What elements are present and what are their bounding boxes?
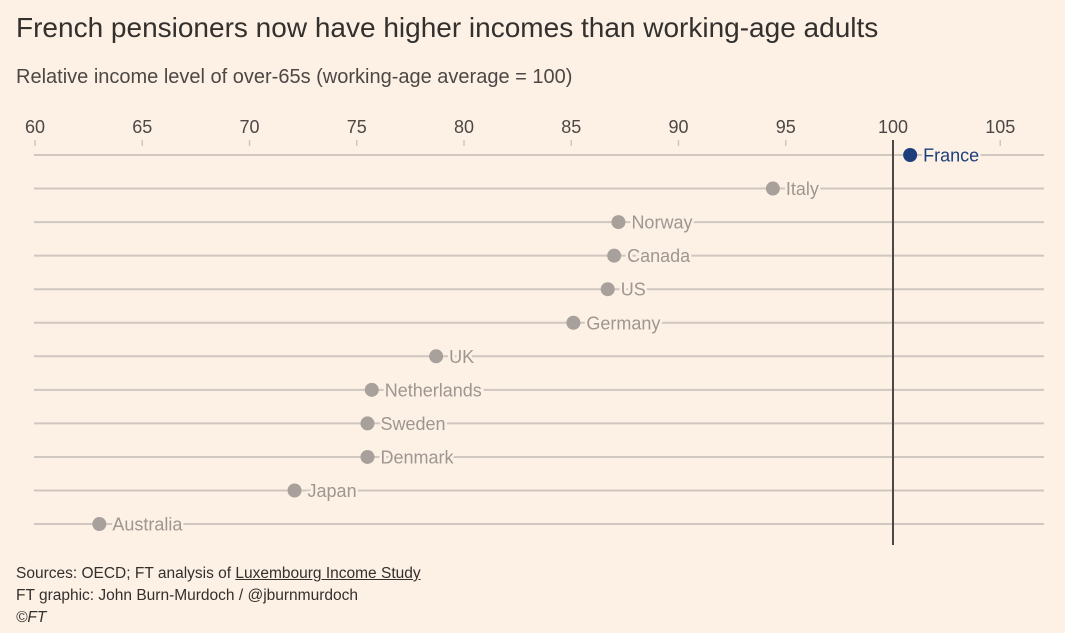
x-tick-label: 65: [132, 117, 152, 137]
chart-title: French pensioners now have higher income…: [16, 12, 878, 44]
data-label: US: [621, 280, 646, 300]
data-label: France: [923, 146, 979, 166]
data-label: Japan: [308, 481, 357, 501]
x-tick-label: 90: [668, 117, 688, 137]
x-tick-label: 105: [985, 117, 1015, 137]
data-point: [566, 316, 580, 330]
chart-subtitle: Relative income level of over-65s (worki…: [16, 66, 572, 89]
data-label: Norway: [631, 213, 692, 233]
data-point: [766, 182, 780, 196]
x-tick-label: 85: [561, 117, 581, 137]
x-tick-label: 80: [454, 117, 474, 137]
x-tick-label: 75: [347, 117, 367, 137]
data-label: Australia: [112, 515, 183, 535]
graphic-credit: FT graphic: John Burn-Murdoch / @jburnmu…: [16, 587, 358, 605]
data-point: [360, 416, 374, 430]
data-point: [607, 249, 621, 263]
source-prefix: Sources: OECD; FT analysis of: [16, 565, 235, 582]
x-tick-label: 95: [776, 117, 796, 137]
data-label: Denmark: [380, 447, 454, 467]
dot-plot-chart: 60 65 70 75 80 85 90 95 100 105 France Italy Norway C…: [0, 100, 1065, 550]
data-label: Canada: [627, 246, 691, 266]
data-point: [92, 517, 106, 531]
data-point: [365, 383, 379, 397]
data-point: [429, 349, 443, 363]
data-label: Sweden: [380, 414, 445, 434]
data-label: Germany: [586, 313, 660, 333]
x-tick-label: 60: [25, 117, 45, 137]
data-point: [360, 450, 374, 464]
data-point: [903, 148, 917, 162]
data-label: Italy: [786, 179, 819, 199]
data-point: [611, 215, 625, 229]
data-point: [601, 282, 615, 296]
data-label: Netherlands: [385, 380, 482, 400]
copyright-note: ©FT: [16, 609, 46, 627]
data-label: UK: [449, 347, 474, 367]
x-tick-label: 100: [878, 117, 908, 137]
x-tick-label: 70: [239, 117, 259, 137]
source-note: Sources: OECD; FT analysis of Luxembourg…: [16, 565, 421, 583]
source-link[interactable]: Luxembourg Income Study: [235, 565, 420, 582]
data-point: [288, 484, 302, 498]
